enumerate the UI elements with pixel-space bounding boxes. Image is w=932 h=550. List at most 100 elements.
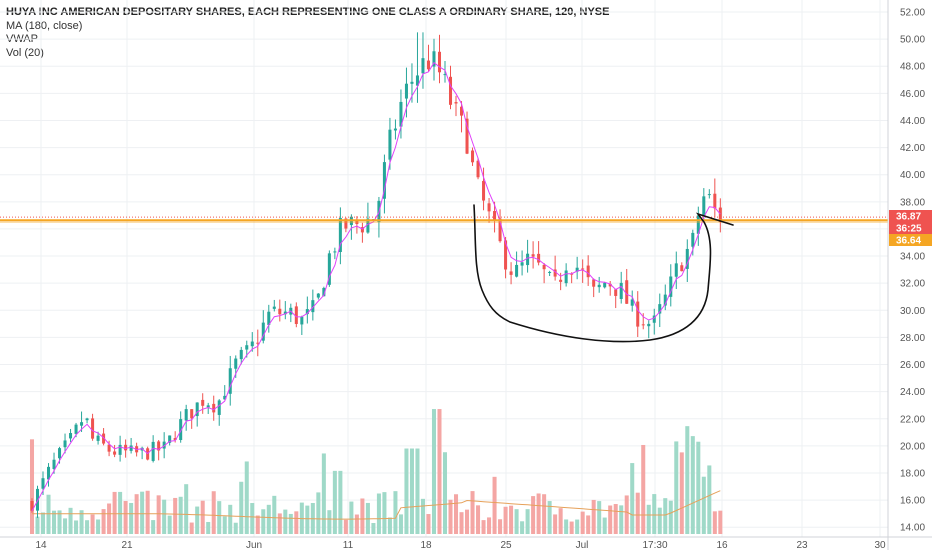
volume-bar	[668, 500, 673, 534]
volume-bar	[195, 506, 200, 534]
study-volume[interactable]: Vol (20)	[6, 46, 44, 59]
x-tick-label: Jul	[576, 540, 589, 550]
candle-body	[460, 106, 464, 116]
candle-body	[129, 445, 133, 451]
volume-bar	[641, 444, 646, 534]
candle-body	[91, 418, 95, 439]
candle-body	[41, 478, 45, 489]
candle-body	[685, 248, 689, 269]
candle-body	[663, 294, 667, 306]
volume-bar	[316, 492, 321, 534]
volume-bar	[431, 409, 437, 534]
x-tick-label: 21	[121, 540, 133, 550]
candle-body	[74, 424, 78, 434]
volume-bar	[580, 511, 585, 534]
candle-body	[113, 451, 117, 455]
x-tick-label: 30	[874, 540, 886, 550]
y-tick-label: 32.00	[900, 279, 925, 290]
volume-bar	[294, 511, 299, 534]
candle-body	[691, 232, 695, 247]
candle-body	[454, 102, 458, 104]
volume-bar	[553, 514, 558, 534]
candle-body	[559, 279, 563, 282]
y-tick-label: 18.00	[900, 468, 925, 479]
volume-bar	[492, 476, 497, 534]
candle-body	[278, 308, 282, 315]
volume-bar	[663, 498, 668, 534]
candle-body	[157, 441, 161, 451]
candle-body	[471, 150, 475, 163]
candle-body	[272, 306, 276, 309]
volume-bar	[206, 521, 211, 534]
volume-bar	[57, 510, 62, 534]
volume-bars	[29, 409, 723, 534]
y-tick-label: 14.00	[900, 523, 925, 534]
volume-bar	[547, 501, 552, 534]
volume-bar	[63, 518, 68, 534]
candle-body	[311, 300, 315, 313]
candle-body	[305, 309, 309, 315]
candle-body	[217, 400, 221, 415]
candle-body	[80, 422, 84, 426]
volume-bar	[272, 495, 277, 534]
volume-bar	[118, 491, 123, 534]
volume-bar	[569, 521, 574, 534]
candle-body	[283, 311, 287, 315]
candle-body	[404, 83, 408, 99]
candle-body	[184, 409, 188, 421]
volume-bar	[184, 484, 189, 534]
candle-body	[338, 218, 342, 252]
volume-bar	[608, 505, 613, 534]
volume-bar	[288, 513, 293, 534]
volume-bar	[415, 448, 420, 534]
volume-bar	[597, 501, 602, 534]
x-tick-label: 18	[420, 540, 432, 550]
candle-body	[52, 459, 56, 470]
y-tick-label: 26.00	[900, 360, 925, 371]
ma-path	[32, 490, 721, 520]
candle-body	[393, 128, 397, 131]
study-ma[interactable]: MA (180, close)	[6, 19, 83, 32]
candle-body	[603, 282, 607, 288]
candle-body	[410, 81, 414, 84]
volume-bar	[222, 516, 227, 534]
volume-bar	[74, 520, 79, 534]
candle-body	[333, 251, 337, 253]
volume-bar	[52, 510, 57, 534]
candle-body	[102, 433, 106, 444]
volume-bar	[685, 426, 690, 534]
volume-bar	[239, 481, 244, 534]
candle-body	[702, 196, 706, 217]
volume-bar	[261, 509, 266, 534]
volume-bar	[123, 500, 128, 534]
candle-body	[327, 253, 331, 285]
volume-bar	[437, 409, 442, 534]
volume-bar	[652, 494, 657, 534]
volume-bar	[68, 507, 73, 534]
volume-bar	[29, 439, 35, 534]
candle-body	[382, 162, 386, 199]
volume-bar	[679, 452, 684, 534]
y-tick-label: 16.00	[900, 496, 925, 507]
volume-bar	[151, 520, 156, 534]
volume-bar	[107, 503, 112, 534]
volume-bar	[354, 514, 359, 534]
volume-bar	[101, 509, 106, 534]
candle-body	[493, 211, 497, 221]
candle-body	[542, 264, 546, 270]
candle-body	[179, 419, 183, 441]
volume-bar	[465, 509, 470, 534]
candle-body	[432, 51, 436, 67]
candle-body	[415, 75, 419, 86]
candle-body	[504, 240, 508, 270]
candle-body	[58, 448, 62, 459]
candle-body	[118, 444, 122, 455]
volume-bar	[129, 502, 134, 534]
volume-bar	[453, 494, 459, 534]
candle-body	[267, 311, 271, 325]
vwap-line	[31, 61, 721, 512]
volume-bar	[514, 509, 519, 534]
candle-body	[526, 253, 530, 266]
